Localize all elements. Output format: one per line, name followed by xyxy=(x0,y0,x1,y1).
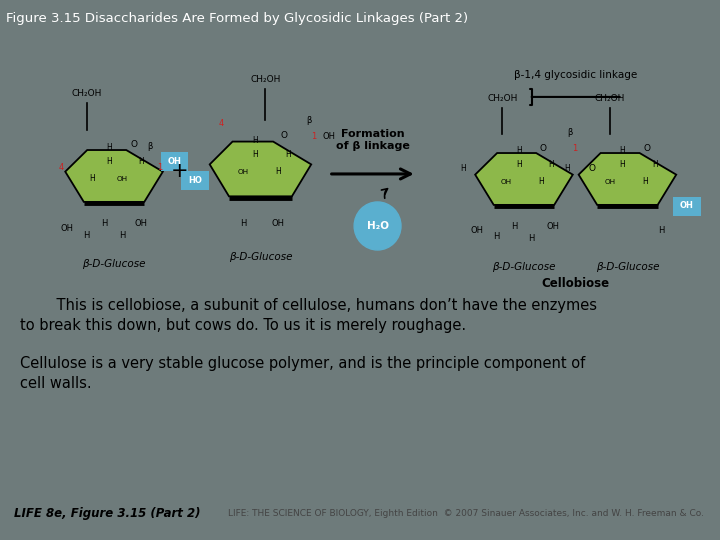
Text: Figure 3.15 Disaccharides Are Formed by Glycosidic Linkages (Part 2): Figure 3.15 Disaccharides Are Formed by … xyxy=(6,12,468,25)
Text: OH: OH xyxy=(117,176,127,182)
Text: H: H xyxy=(285,151,291,159)
Text: H: H xyxy=(461,165,467,173)
FancyBboxPatch shape xyxy=(673,197,701,216)
Text: β: β xyxy=(148,143,153,151)
Text: 1: 1 xyxy=(157,164,163,172)
Text: LIFE 8e, Figure 3.15 (Part 2): LIFE 8e, Figure 3.15 (Part 2) xyxy=(14,507,201,520)
Text: β: β xyxy=(307,117,312,125)
Text: H: H xyxy=(511,222,518,232)
Text: +: + xyxy=(171,161,188,181)
Text: O: O xyxy=(130,140,137,150)
Text: H: H xyxy=(240,219,246,228)
Text: CH₂OH: CH₂OH xyxy=(595,94,625,104)
Text: Cellulose is a very stable glucose polymer, and is the principle component of: Cellulose is a very stable glucose polym… xyxy=(20,356,585,371)
Text: CH₂OH: CH₂OH xyxy=(487,94,518,104)
Text: 1: 1 xyxy=(312,132,317,141)
Text: OH: OH xyxy=(680,201,694,211)
Text: CH₂OH: CH₂OH xyxy=(71,90,102,98)
Text: H: H xyxy=(119,232,125,240)
Text: OH: OH xyxy=(238,169,248,175)
Text: H: H xyxy=(101,219,107,228)
Text: Cellobiose: Cellobiose xyxy=(541,276,610,289)
Text: H: H xyxy=(107,158,112,166)
Text: 4: 4 xyxy=(59,164,64,172)
Text: OH: OH xyxy=(271,219,284,228)
Text: H: H xyxy=(658,226,665,235)
Text: β-D-Glucose: β-D-Glucose xyxy=(229,252,292,262)
Text: H: H xyxy=(549,160,554,170)
Text: H: H xyxy=(253,151,258,159)
Text: OH: OH xyxy=(168,158,181,166)
Text: OH: OH xyxy=(604,179,616,185)
Polygon shape xyxy=(475,153,573,205)
Polygon shape xyxy=(66,150,163,202)
Text: H: H xyxy=(564,165,570,173)
Text: H: H xyxy=(84,232,90,240)
Text: O: O xyxy=(589,165,595,173)
FancyBboxPatch shape xyxy=(181,171,209,190)
Text: H: H xyxy=(107,144,112,152)
Text: β-D-Glucose: β-D-Glucose xyxy=(492,262,556,272)
Text: β-D-Glucose: β-D-Glucose xyxy=(595,262,660,272)
Text: to break this down, but cows do. To us it is merely roughage.: to break this down, but cows do. To us i… xyxy=(20,318,467,333)
Text: β-1,4 glycosidic linkage: β-1,4 glycosidic linkage xyxy=(514,70,637,80)
Polygon shape xyxy=(210,141,311,197)
Text: O: O xyxy=(280,131,287,140)
Text: H: H xyxy=(539,178,544,186)
Text: H: H xyxy=(516,146,522,156)
Text: CH₂OH: CH₂OH xyxy=(250,76,281,84)
Text: H: H xyxy=(528,234,535,244)
Polygon shape xyxy=(579,153,676,205)
Text: OH: OH xyxy=(60,225,73,233)
Text: OH: OH xyxy=(546,222,559,232)
FancyBboxPatch shape xyxy=(161,152,188,171)
Text: H₂O: H₂O xyxy=(366,221,389,231)
Text: O: O xyxy=(540,144,547,153)
Text: O: O xyxy=(644,144,650,153)
Text: LIFE: THE SCIENCE OF BIOLOGY, Eighth Edition  © 2007 Sinauer Associates, Inc. an: LIFE: THE SCIENCE OF BIOLOGY, Eighth Edi… xyxy=(228,509,704,518)
Text: OH: OH xyxy=(501,179,512,185)
Text: H: H xyxy=(253,137,258,145)
Text: OH: OH xyxy=(471,226,484,235)
Circle shape xyxy=(354,202,401,250)
Text: H: H xyxy=(642,178,648,186)
Text: Formation
of β linkage: Formation of β linkage xyxy=(336,129,410,151)
Text: H: H xyxy=(275,167,281,177)
Text: H: H xyxy=(138,158,144,166)
Text: H: H xyxy=(652,160,657,170)
Text: 1: 1 xyxy=(572,144,577,153)
Text: β-D-Glucose: β-D-Glucose xyxy=(82,259,145,269)
Text: cell walls.: cell walls. xyxy=(20,376,92,391)
Text: OH: OH xyxy=(135,219,148,228)
Text: H: H xyxy=(90,174,96,184)
Text: HO: HO xyxy=(188,177,202,185)
Text: 4: 4 xyxy=(219,119,224,129)
Text: H: H xyxy=(493,233,500,241)
Text: H: H xyxy=(620,146,626,156)
Text: This is cellobiose, a subunit of cellulose, humans don’t have the enzymes: This is cellobiose, a subunit of cellulo… xyxy=(38,298,597,313)
Text: H: H xyxy=(620,160,626,170)
Text: β: β xyxy=(567,129,572,138)
Text: H: H xyxy=(516,160,522,170)
Text: OH: OH xyxy=(323,132,336,141)
